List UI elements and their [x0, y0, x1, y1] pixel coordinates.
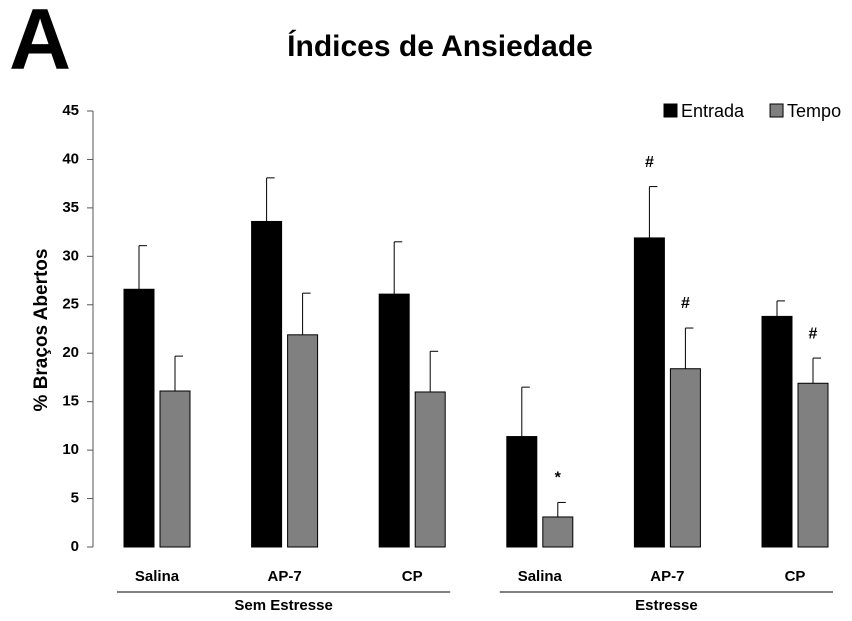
y-tick-label: 40 — [62, 150, 79, 167]
y-tick-label: 0 — [71, 538, 79, 555]
bar — [251, 220, 283, 548]
legend-label: Entrada — [681, 101, 745, 121]
x-tick-label: CP — [402, 568, 423, 585]
y-tick-label: 15 — [62, 393, 79, 410]
y-tick-label: 5 — [71, 490, 79, 507]
annotation: # — [681, 295, 690, 312]
legend-swatch — [769, 103, 784, 118]
y-axis-label: % Braços Abertos — [31, 249, 52, 412]
legend-label: Tempo — [787, 101, 841, 121]
y-tick-label: 20 — [62, 344, 79, 361]
annotation: # — [809, 325, 818, 342]
y-tick-label: 35 — [62, 199, 79, 216]
bar — [506, 436, 538, 548]
x-tick-label: Salina — [135, 568, 180, 585]
bar — [761, 315, 793, 548]
x-tick-label: Salina — [518, 568, 563, 585]
x-tick-label: CP — [785, 568, 806, 585]
bar — [123, 288, 155, 548]
annotation: * — [555, 470, 562, 487]
x-tick-label: AP-7 — [268, 568, 302, 585]
bar — [287, 334, 319, 548]
group-label: Estresse — [635, 597, 698, 614]
bar — [159, 390, 191, 548]
y-tick-label: 25 — [62, 296, 79, 313]
y-tick-label: 45 — [62, 102, 79, 119]
bar — [797, 382, 829, 548]
group-label: Sem Estresse — [234, 597, 332, 614]
bar — [669, 368, 701, 548]
bar — [633, 237, 665, 548]
annotation: # — [645, 154, 654, 171]
panel-label: A — [9, 0, 71, 88]
y-tick-label: 30 — [62, 247, 79, 264]
x-tick-label: AP-7 — [650, 568, 684, 585]
chart-title: Índices de Ansiedade — [287, 29, 593, 63]
y-tick-label: 10 — [62, 441, 79, 458]
bar — [414, 391, 446, 548]
legend-swatch — [663, 103, 678, 118]
bar — [542, 516, 574, 548]
bar — [378, 293, 410, 548]
